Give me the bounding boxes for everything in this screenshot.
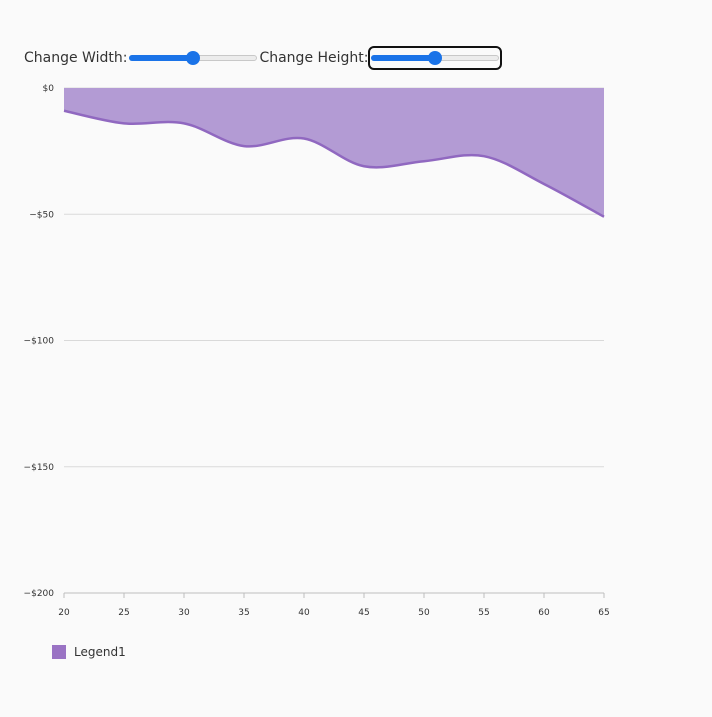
change-width-label: Change Width: <box>24 50 128 66</box>
area-fill-legend1 <box>64 88 604 217</box>
x-tick-label: 60 <box>538 608 550 618</box>
area-line-legend1 <box>63 109 605 218</box>
chart-legend: Legend1 <box>52 645 126 659</box>
width-slider-thumb[interactable] <box>186 51 201 65</box>
width-slider-fill <box>129 55 194 61</box>
chart-size-controls: Change Width: Change Height: <box>24 46 502 70</box>
height-slider-fill <box>370 55 435 61</box>
height-slider-thumb[interactable] <box>427 51 442 65</box>
height-slider[interactable] <box>367 46 502 70</box>
change-height-label: Change Height: <box>259 50 369 66</box>
width-slider[interactable] <box>129 49 258 67</box>
y-tick-label: $0 <box>43 84 55 94</box>
x-tick-label: 50 <box>418 608 430 618</box>
x-tick-label: 25 <box>118 608 129 618</box>
x-tick-label: 45 <box>358 608 369 618</box>
x-tick-label: 65 <box>598 608 609 618</box>
legend-label: Legend1 <box>74 645 126 659</box>
x-tick-label: 35 <box>238 608 249 618</box>
y-tick-label: −$100 <box>24 337 55 347</box>
x-tick-label: 55 <box>478 608 489 618</box>
y-tick-label: −$50 <box>29 210 54 220</box>
legend-swatch <box>52 645 66 659</box>
y-tick-label: −$150 <box>24 463 55 473</box>
x-tick-label: 30 <box>178 608 190 618</box>
x-tick-label: 20 <box>58 608 70 618</box>
y-tick-label: −$200 <box>24 589 55 599</box>
x-tick-label: 40 <box>298 608 310 618</box>
